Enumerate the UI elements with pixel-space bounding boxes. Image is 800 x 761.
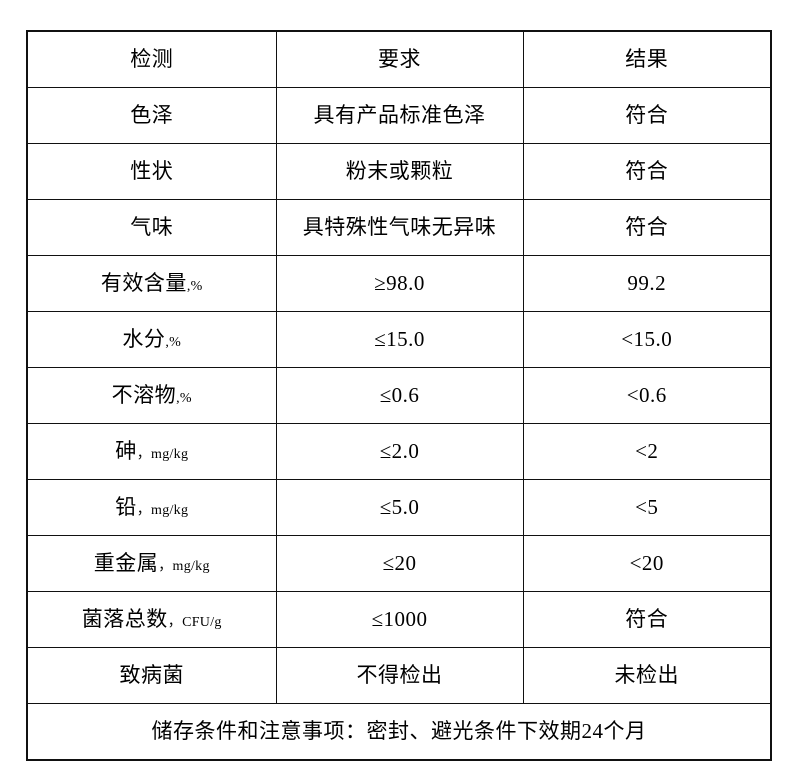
table-row: 铅，mg/kg ≤5.0 <5 [26, 479, 772, 536]
cell-requirement: 具有产品标准色泽 [275, 87, 524, 144]
cell-requirement: ≤5.0 [275, 479, 524, 536]
cell-requirement: ≤1000 [275, 591, 524, 648]
cell-item: 砷，mg/kg [26, 423, 277, 480]
column-header-requirement: 要求 [275, 30, 524, 88]
table-row: 有效含量,% ≥98.0 99.2 [26, 255, 772, 312]
table-row: 性状 粉末或颗粒 符合 [26, 143, 772, 200]
item-unit: ,% [176, 391, 192, 407]
storage-note-row: 储存条件和注意事项：密封、避光条件下效期24个月 [26, 703, 772, 761]
item-unit: ，mg/kg [136, 503, 189, 519]
table-header-row: 检测 要求 结果 [26, 30, 772, 88]
cell-result: <0.6 [522, 367, 772, 424]
cell-item: 铅，mg/kg [26, 479, 277, 536]
item-label: 致病菌 [119, 663, 184, 688]
column-header-item: 检测 [26, 30, 277, 88]
item-unit: ，mg/kg [136, 447, 189, 463]
table-row: 气味 具特殊性气味无异味 符合 [26, 199, 772, 256]
cell-requirement: ≥98.0 [275, 255, 524, 312]
item-unit: ，mg/kg [158, 559, 210, 575]
cell-requirement: ≤0.6 [275, 367, 524, 424]
cell-requirement: 不得检出 [275, 647, 524, 704]
specification-table: 检测 要求 结果 色泽 具有产品标准色泽 符合 性状 粉末或颗粒 符合 气味 具特殊性气味无异味 符合… [26, 30, 772, 761]
cell-item: 色泽 [26, 87, 277, 144]
item-label: 色泽 [130, 103, 174, 128]
cell-result: 未检出 [522, 647, 772, 704]
column-header-result: 结果 [522, 30, 772, 88]
table-row: 不溶物,% ≤0.6 <0.6 [26, 367, 772, 424]
table-row: 重金属，mg/kg ≤20 <20 [26, 535, 772, 592]
cell-item: 菌落总数，CFU/g [26, 591, 277, 648]
cell-result: 99.2 [522, 255, 772, 312]
cell-requirement: 粉末或颗粒 [275, 143, 524, 200]
cell-result: 符合 [522, 199, 772, 256]
table-row: 砷，mg/kg ≤2.0 <2 [26, 423, 772, 480]
table-row: 致病菌 不得检出 未检出 [26, 647, 772, 704]
item-label: 菌落总数 [81, 607, 168, 632]
item-label: 重金属 [93, 551, 159, 576]
cell-item: 气味 [26, 199, 277, 256]
cell-item: 水分,% [26, 311, 277, 368]
cell-result: <15.0 [522, 311, 772, 368]
cell-result: 符合 [522, 87, 772, 144]
cell-result: 符合 [522, 143, 772, 200]
table-row: 水分,% ≤15.0 <15.0 [26, 311, 772, 368]
cell-requirement: ≤20 [275, 535, 524, 592]
table-row: 菌落总数，CFU/g ≤1000 符合 [26, 591, 772, 648]
specification-sheet: 检测 要求 结果 色泽 具有产品标准色泽 符合 性状 粉末或颗粒 符合 气味 具特殊性气味无异味 符合… [26, 30, 772, 761]
table-body: 检测 要求 结果 色泽 具有产品标准色泽 符合 性状 粉末或颗粒 符合 气味 具特殊性气味无异味 符合… [26, 30, 772, 761]
item-label: 水分 [122, 327, 166, 352]
cell-requirement: 具特殊性气味无异味 [275, 199, 524, 256]
cell-item: 有效含量,% [26, 255, 277, 312]
cell-item: 致病菌 [26, 647, 277, 704]
item-label: 砷 [115, 439, 137, 464]
cell-item: 性状 [26, 143, 277, 200]
cell-result: <20 [522, 535, 772, 592]
item-label: 不溶物 [111, 383, 177, 408]
cell-item: 不溶物,% [26, 367, 277, 424]
item-unit: ,% [165, 335, 182, 351]
item-label: 性状 [130, 159, 174, 184]
item-label: 气味 [130, 215, 174, 240]
item-unit: ,% [186, 279, 203, 295]
cell-requirement: ≤2.0 [275, 423, 524, 480]
cell-result: <2 [522, 423, 772, 480]
item-unit: ，CFU/g [167, 615, 222, 631]
table-row: 色泽 具有产品标准色泽 符合 [26, 87, 772, 144]
cell-result: 符合 [522, 591, 772, 648]
cell-requirement: ≤15.0 [275, 311, 524, 368]
item-label: 有效含量 [100, 271, 187, 296]
item-label: 铅 [115, 495, 137, 520]
cell-result: <5 [522, 479, 772, 536]
storage-note: 储存条件和注意事项：密封、避光条件下效期24个月 [26, 703, 772, 761]
cell-item: 重金属，mg/kg [26, 535, 277, 592]
